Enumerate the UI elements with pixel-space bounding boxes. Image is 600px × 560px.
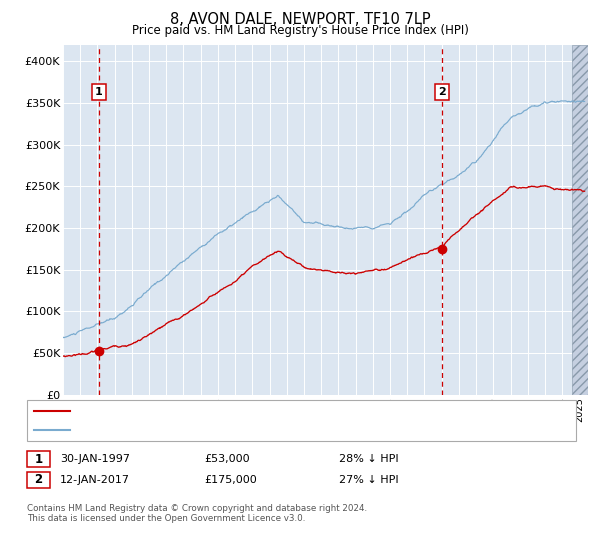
Text: Price paid vs. HM Land Registry's House Price Index (HPI): Price paid vs. HM Land Registry's House …	[131, 24, 469, 37]
Bar	[572, 45, 588, 395]
Text: 30-JAN-1997: 30-JAN-1997	[60, 454, 130, 464]
Text: £53,000: £53,000	[204, 454, 250, 464]
Text: 27% ↓ HPI: 27% ↓ HPI	[339, 475, 398, 485]
Text: Contains HM Land Registry data © Crown copyright and database right 2024.
This d: Contains HM Land Registry data © Crown c…	[27, 504, 367, 524]
Text: 1: 1	[95, 87, 103, 97]
Text: 12-JAN-2017: 12-JAN-2017	[60, 475, 130, 485]
Text: 8, AVON DALE, NEWPORT, TF10 7LP (detached house): 8, AVON DALE, NEWPORT, TF10 7LP (detache…	[76, 407, 371, 417]
Text: HPI: Average price, detached house, Telford and Wrekin: HPI: Average price, detached house, Telf…	[76, 425, 380, 435]
Text: 2: 2	[34, 473, 43, 487]
Text: 8, AVON DALE, NEWPORT, TF10 7LP: 8, AVON DALE, NEWPORT, TF10 7LP	[170, 12, 430, 27]
Text: 2: 2	[439, 87, 446, 97]
Text: £175,000: £175,000	[204, 475, 257, 485]
Text: 1: 1	[34, 452, 43, 466]
Text: 28% ↓ HPI: 28% ↓ HPI	[339, 454, 398, 464]
